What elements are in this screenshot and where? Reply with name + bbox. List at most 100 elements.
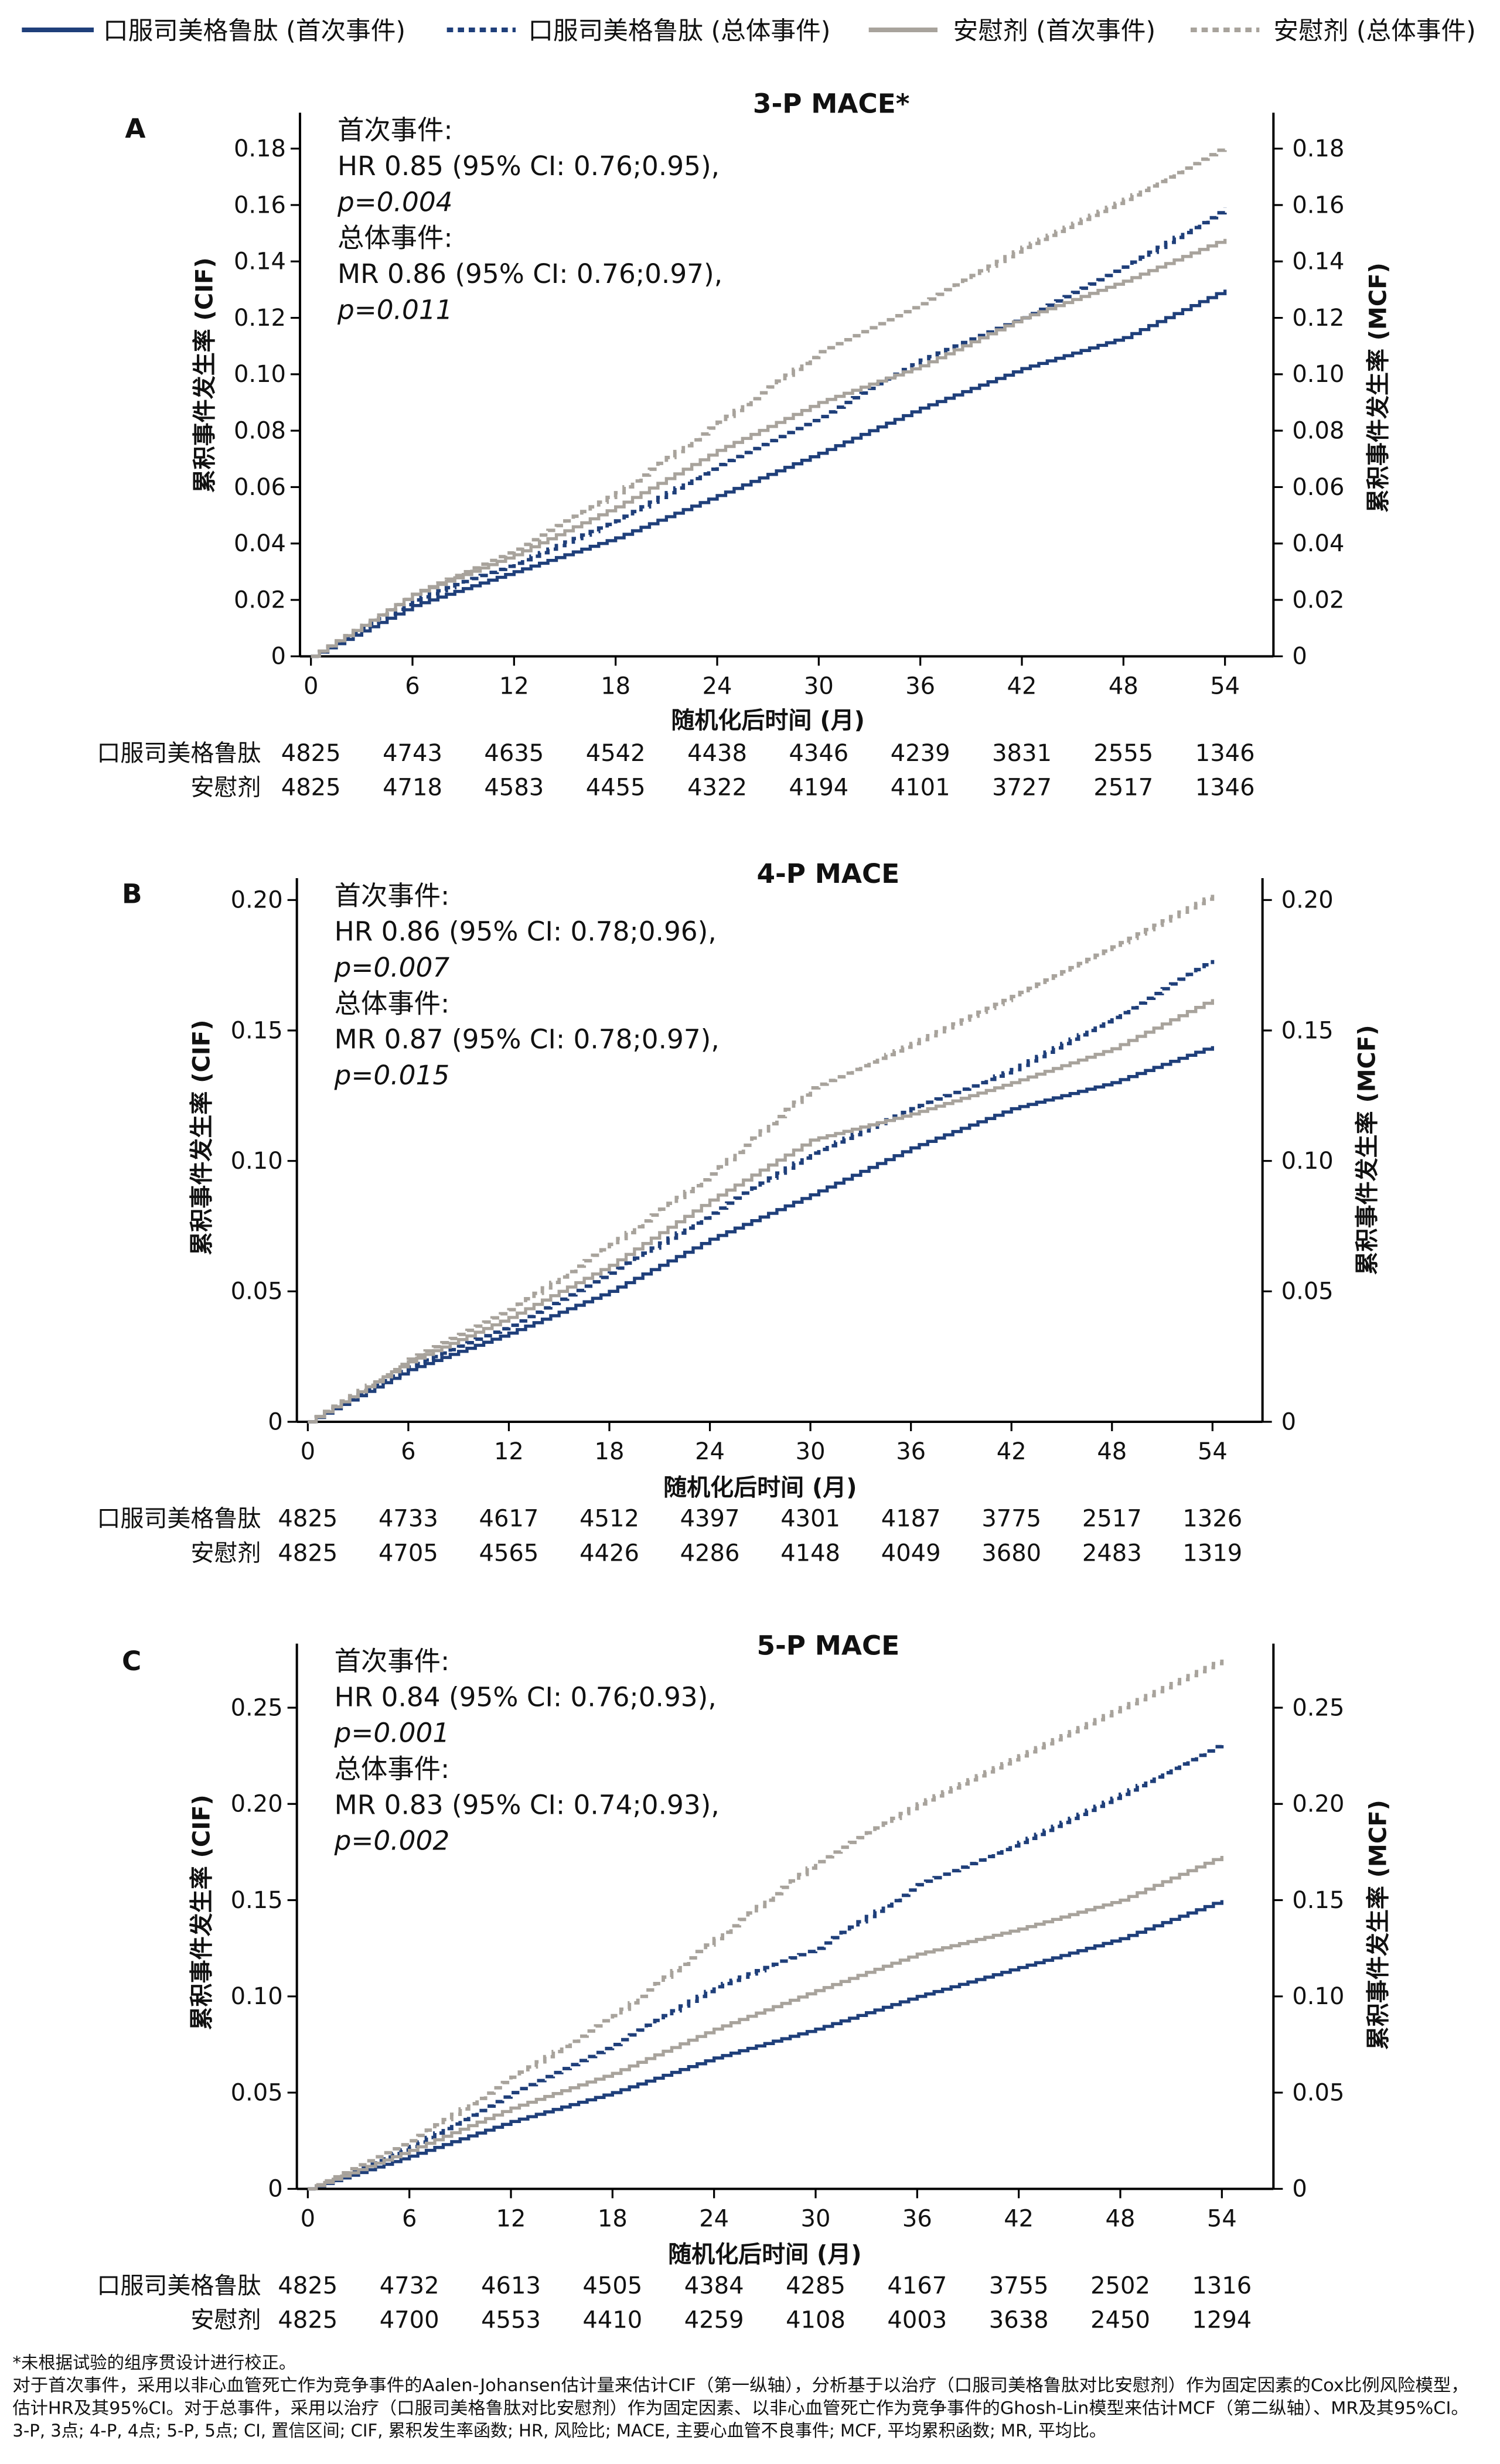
y-tick-label-left: 0.10 bbox=[231, 1983, 283, 2010]
y-tick-label-left: 0 bbox=[268, 2176, 282, 2203]
x-tick-label: 24 bbox=[703, 673, 732, 699]
annotation-line: p=0.001 bbox=[334, 1718, 450, 1749]
at-risk-value: 1346 bbox=[1195, 740, 1255, 767]
x-tick-label: 6 bbox=[405, 673, 420, 699]
at-risk-label: 口服司美格鲁肽 bbox=[97, 740, 261, 767]
x-axis-label: 随机化后时间 (月) bbox=[663, 1474, 857, 1501]
y-tick-label-right: 0.10 bbox=[1292, 1983, 1344, 2010]
x-tick-label: 54 bbox=[1198, 1438, 1228, 1465]
y-tick-label-right: 0.16 bbox=[1292, 192, 1344, 219]
y-tick-label-right: 0.05 bbox=[1281, 1278, 1334, 1305]
at-risk-value: 4410 bbox=[582, 2307, 642, 2334]
y-tick-label-right: 0.12 bbox=[1292, 305, 1344, 332]
at-risk-value: 4346 bbox=[789, 740, 848, 767]
y-tick-label-right: 0.05 bbox=[1292, 2079, 1344, 2106]
at-risk-value: 4187 bbox=[881, 1506, 941, 1533]
at-risk-value: 4617 bbox=[479, 1506, 539, 1533]
at-risk-value: 4438 bbox=[687, 740, 747, 767]
y-axis-label-left: 累积事件发生率 (CIF) bbox=[188, 1794, 215, 2030]
x-tick-label: 12 bbox=[499, 673, 529, 699]
footnotes: *未根据试验的组序贯设计进行校正。对于首次事件，采用以非心血管死亡作为竞争事件的… bbox=[12, 2353, 1468, 2441]
at-risk-label: 口服司美格鲁肽 bbox=[97, 1506, 261, 1533]
at-risk-value: 3831 bbox=[992, 740, 1052, 767]
x-tick-label: 42 bbox=[1004, 2205, 1034, 2232]
at-risk-value: 3638 bbox=[989, 2307, 1049, 2334]
x-axis-label: 随机化后时间 (月) bbox=[671, 707, 864, 734]
y-tick-label-left: 0.05 bbox=[231, 1278, 283, 1305]
y-tick-label-right: 0.25 bbox=[1292, 1694, 1344, 1721]
annotation-line: 首次事件: bbox=[338, 115, 453, 146]
at-risk-value: 4825 bbox=[278, 2272, 338, 2299]
footnote-line: 估计HR及其95%CI。对于总事件，采用以治疗（口服司美格鲁肽对比安慰剂）作为固… bbox=[12, 2398, 1468, 2418]
series-line-2 bbox=[311, 238, 1227, 658]
x-tick-label: 18 bbox=[595, 1438, 625, 1465]
at-risk-value: 4825 bbox=[281, 774, 341, 801]
at-risk-value: 3680 bbox=[981, 1540, 1041, 1567]
annotation-line: 总体事件: bbox=[335, 988, 450, 1019]
x-tick-label: 18 bbox=[598, 2205, 628, 2232]
chart-title: 4-P MACE bbox=[756, 858, 899, 889]
at-risk-value: 4049 bbox=[881, 1540, 941, 1567]
series-line-3 bbox=[311, 145, 1227, 658]
at-risk-value: 4239 bbox=[891, 740, 950, 767]
at-risk-value: 4565 bbox=[479, 1540, 539, 1567]
y-tick-label-left: 0.05 bbox=[231, 2079, 283, 2106]
y-tick-label-right: 0.15 bbox=[1292, 1887, 1344, 1914]
footnote-line: *未根据试验的组序贯设计进行校正。 bbox=[12, 2353, 296, 2373]
y-tick-label-left: 0 bbox=[271, 643, 286, 670]
y-tick-label-left: 0.14 bbox=[234, 248, 286, 275]
at-risk-value: 4108 bbox=[786, 2307, 846, 2334]
x-tick-label: 30 bbox=[801, 2205, 831, 2232]
at-risk-value: 4553 bbox=[481, 2307, 541, 2334]
at-risk-value: 4167 bbox=[887, 2272, 947, 2299]
at-risk-value: 4286 bbox=[680, 1540, 740, 1567]
y-tick-label-right: 0.10 bbox=[1292, 361, 1344, 388]
at-risk-value: 4322 bbox=[687, 774, 747, 801]
at-risk-value: 3755 bbox=[989, 2272, 1049, 2299]
at-risk-value: 4613 bbox=[481, 2272, 541, 2299]
at-risk-label: 口服司美格鲁肽 bbox=[97, 2272, 261, 2299]
x-tick-label: 0 bbox=[301, 1438, 315, 1465]
at-risk-value: 4148 bbox=[780, 1540, 840, 1567]
x-axis-label: 随机化后时间 (月) bbox=[668, 2241, 862, 2268]
y-tick-label-left: 0.15 bbox=[231, 1017, 283, 1044]
at-risk-value: 4583 bbox=[484, 774, 544, 801]
panel-label: C bbox=[122, 1646, 141, 1677]
annotation-line: 首次事件: bbox=[335, 1646, 450, 1677]
y-tick-label-right: 0.04 bbox=[1292, 530, 1344, 557]
at-risk-value: 4825 bbox=[278, 1540, 338, 1567]
at-risk-value: 4285 bbox=[786, 2272, 846, 2299]
at-risk-value: 4003 bbox=[887, 2307, 947, 2334]
annotation-line: 首次事件: bbox=[335, 880, 450, 911]
x-tick-label: 36 bbox=[896, 1438, 926, 1465]
at-risk-value: 4825 bbox=[278, 1506, 338, 1533]
x-tick-label: 54 bbox=[1210, 673, 1240, 699]
at-risk-value: 4733 bbox=[379, 1506, 438, 1533]
footnote-line: 3-P, 3点; 4-P, 4点; 5-P, 5点; CI, 置信区间; CIF… bbox=[12, 2421, 1106, 2441]
y-tick-label-left: 0.16 bbox=[234, 192, 286, 219]
annotation-line: MR 0.87 (95% CI: 0.78;0.97), bbox=[335, 1024, 720, 1055]
y-tick-label-left: 0.20 bbox=[231, 1791, 283, 1818]
x-tick-label: 24 bbox=[699, 2205, 729, 2232]
at-risk-value: 1294 bbox=[1192, 2307, 1252, 2334]
annotation-line: p=0.011 bbox=[337, 294, 453, 325]
annotation-line: p=0.007 bbox=[334, 952, 450, 983]
legend-label: 安慰剂 (总体事件) bbox=[1273, 16, 1475, 46]
x-tick-label: 42 bbox=[1007, 673, 1037, 699]
y-tick-label-right: 0.10 bbox=[1281, 1148, 1334, 1175]
y-tick-label-left: 0.02 bbox=[234, 586, 286, 613]
at-risk-value: 4101 bbox=[891, 774, 950, 801]
y-tick-label-left: 0.06 bbox=[234, 474, 286, 501]
y-tick-label-right: 0.20 bbox=[1292, 1791, 1344, 1818]
at-risk-value: 4700 bbox=[380, 2307, 439, 2334]
x-tick-label: 48 bbox=[1097, 1438, 1127, 1465]
series-line-2 bbox=[308, 1855, 1223, 2190]
y-tick-label-left: 0.04 bbox=[234, 530, 286, 557]
at-risk-value: 4426 bbox=[579, 1540, 639, 1567]
y-tick-label-right: 0.06 bbox=[1292, 474, 1344, 501]
at-risk-value: 4718 bbox=[383, 774, 442, 801]
y-axis-label-left: 累积事件发生率 (CIF) bbox=[192, 257, 219, 493]
at-risk-value: 4512 bbox=[579, 1506, 639, 1533]
at-risk-value: 4505 bbox=[582, 2272, 642, 2299]
annotation-line: p=0.002 bbox=[334, 1825, 450, 1856]
